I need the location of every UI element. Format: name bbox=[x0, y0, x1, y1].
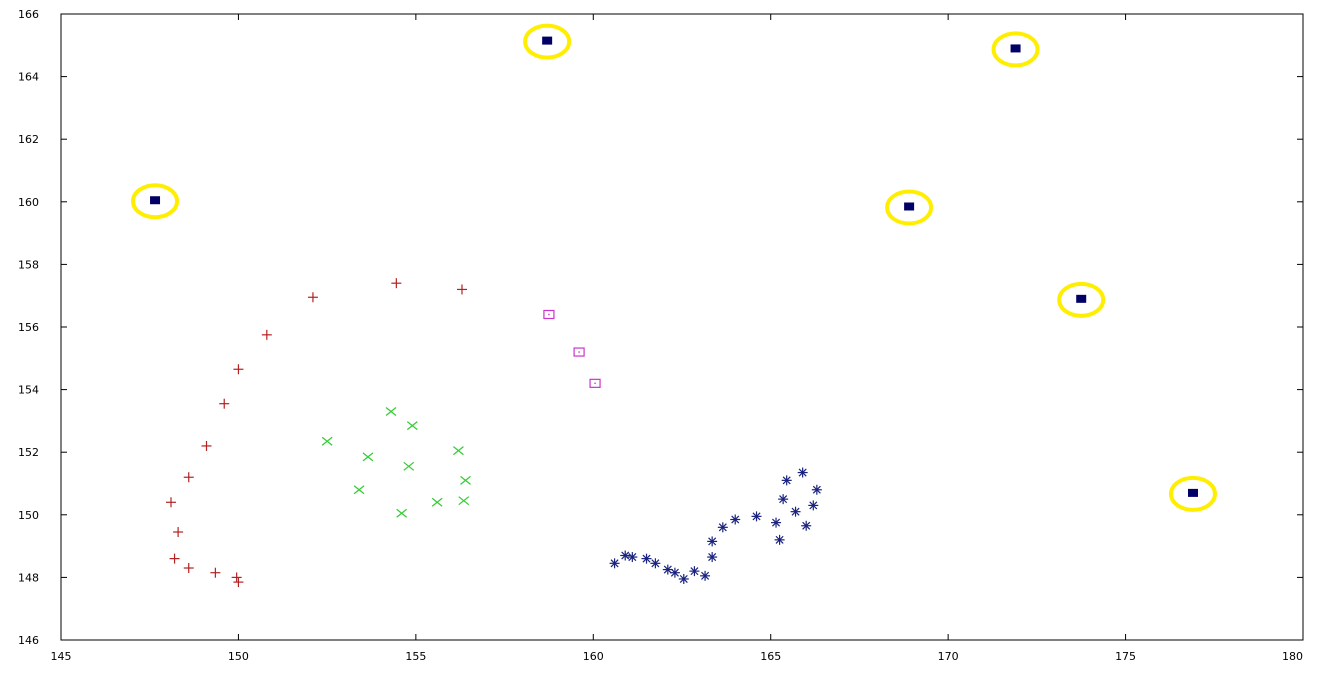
highlighted-point bbox=[131, 183, 180, 220]
data-point-asterisk bbox=[650, 558, 661, 569]
y-tick-label: 162 bbox=[18, 133, 39, 146]
data-point-asterisk bbox=[707, 536, 718, 547]
data-point-plus bbox=[456, 284, 467, 295]
data-point-asterisk bbox=[774, 534, 785, 545]
series-0 bbox=[166, 278, 467, 588]
data-point-cross bbox=[403, 461, 415, 471]
data-point-asterisk bbox=[811, 484, 822, 495]
x-tick-label: 170 bbox=[938, 650, 959, 663]
highlighted-point bbox=[885, 189, 934, 226]
data-point-asterisk bbox=[641, 553, 652, 564]
data-marks bbox=[131, 23, 1217, 588]
data-point-asterisk bbox=[808, 500, 819, 511]
data-point-asterisk bbox=[751, 511, 762, 522]
data-point-asterisk bbox=[678, 573, 689, 584]
data-point-asterisk bbox=[669, 567, 680, 578]
data-point-asterisk bbox=[689, 566, 700, 577]
plot-area bbox=[60, 13, 1304, 641]
data-point-plus bbox=[183, 472, 194, 483]
data-point-plus bbox=[210, 567, 221, 578]
y-axis: 146 148 150 152 154 156 158 160 162 164 166 bbox=[18, 8, 1303, 647]
y-tick-label: 150 bbox=[18, 509, 39, 522]
y-tick-label: 146 bbox=[18, 634, 39, 647]
x-axis: 145 150 155 160 165 170 175 180 bbox=[51, 14, 1304, 663]
data-point-asterisk bbox=[790, 506, 801, 517]
data-point-plus bbox=[166, 497, 177, 508]
data-point-cross bbox=[353, 485, 365, 495]
data-point-cross bbox=[385, 407, 397, 416]
data-point-asterisk bbox=[797, 467, 808, 478]
data-point-asterisk bbox=[778, 494, 789, 505]
data-point-asterisk bbox=[620, 550, 631, 561]
data-point-asterisk bbox=[771, 517, 782, 528]
data-point-square bbox=[589, 378, 601, 388]
series-4 bbox=[131, 23, 1217, 512]
data-point-plus bbox=[233, 577, 244, 588]
y-tick-label: 166 bbox=[18, 8, 39, 21]
x-tick-label: 180 bbox=[1282, 650, 1303, 663]
y-tick-label: 158 bbox=[18, 258, 39, 271]
data-point-cross bbox=[460, 475, 471, 485]
y-tick-label: 156 bbox=[18, 321, 39, 334]
data-point-asterisk bbox=[781, 475, 792, 486]
series-1 bbox=[321, 407, 471, 518]
data-point-plus bbox=[183, 563, 194, 574]
data-point-square bbox=[543, 309, 555, 320]
y-tick-label: 148 bbox=[18, 571, 39, 584]
y-tick-label: 154 bbox=[18, 384, 39, 397]
data-point-cross bbox=[321, 436, 333, 446]
data-point-cross bbox=[453, 446, 464, 456]
data-point-plus bbox=[233, 364, 244, 375]
y-tick-label: 164 bbox=[18, 71, 39, 84]
highlighted-point bbox=[523, 23, 572, 60]
data-point-plus bbox=[231, 572, 242, 583]
x-tick-label: 160 bbox=[583, 650, 604, 663]
data-point-cross bbox=[396, 508, 408, 518]
data-point-asterisk bbox=[801, 520, 812, 531]
data-point-plus bbox=[261, 329, 272, 340]
data-point-plus bbox=[169, 553, 180, 564]
data-point-plus bbox=[173, 527, 184, 538]
data-point-square bbox=[573, 347, 585, 357]
highlighted-point bbox=[991, 31, 1040, 68]
series-3 bbox=[609, 467, 822, 584]
data-point-asterisk bbox=[700, 570, 711, 581]
x-tick-label: 165 bbox=[760, 650, 781, 663]
data-point-asterisk bbox=[627, 552, 638, 563]
highlighted-point bbox=[1168, 475, 1217, 512]
data-point-asterisk bbox=[609, 558, 620, 569]
data-point-plus bbox=[391, 278, 402, 289]
data-point-plus bbox=[307, 292, 318, 303]
data-point-cross bbox=[431, 497, 443, 507]
series-2 bbox=[543, 309, 601, 388]
data-point-cross bbox=[458, 496, 470, 506]
y-tick-label: 160 bbox=[18, 196, 39, 209]
x-tick-label: 150 bbox=[228, 650, 249, 663]
x-tick-label: 145 bbox=[51, 650, 72, 663]
y-tick-label: 152 bbox=[18, 446, 39, 459]
highlighted-point bbox=[1057, 281, 1106, 318]
data-point-plus bbox=[219, 398, 230, 409]
x-tick-label: 155 bbox=[405, 650, 426, 663]
data-point-cross bbox=[406, 421, 418, 431]
data-point-asterisk bbox=[717, 522, 728, 533]
data-point-asterisk bbox=[707, 552, 718, 563]
data-point-cross bbox=[362, 452, 374, 462]
data-point-asterisk bbox=[730, 514, 741, 525]
x-tick-label: 175 bbox=[1115, 650, 1136, 663]
data-point-plus bbox=[201, 440, 212, 451]
